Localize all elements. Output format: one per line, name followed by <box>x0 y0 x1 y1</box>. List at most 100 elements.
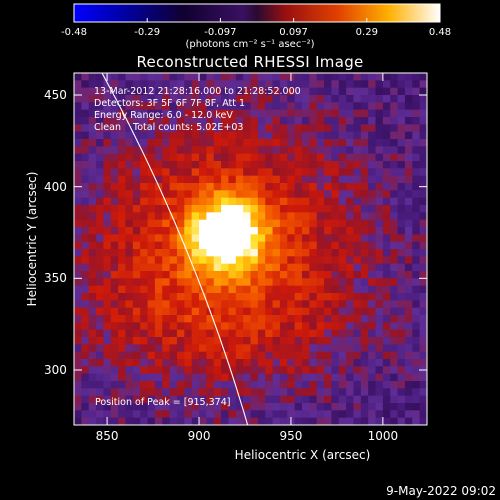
heatmap-cell <box>390 359 398 367</box>
heatmap-cell <box>279 205 288 213</box>
heatmap-cell <box>272 175 281 184</box>
heatmap-cell <box>309 190 318 199</box>
heatmap-cell <box>206 395 215 404</box>
heatmap-cell <box>118 102 126 111</box>
heatmap-cell <box>74 300 82 309</box>
heatmap-cell <box>404 285 413 294</box>
heatmap-cell <box>324 403 332 411</box>
heatmap-cell <box>140 102 148 111</box>
heatmap-cell <box>404 278 413 287</box>
heatmap-cell <box>88 337 97 345</box>
heatmap-cell <box>169 102 178 111</box>
heatmap-cell <box>338 388 347 397</box>
heatmap-cell <box>331 256 340 265</box>
heatmap-cell <box>228 263 237 272</box>
heatmap-cell <box>213 403 222 411</box>
heatmap-cell <box>382 161 391 169</box>
heatmap-cell <box>235 256 244 265</box>
heatmap-cell <box>404 263 413 272</box>
heatmap-cell <box>221 315 229 323</box>
heatmap-cell <box>360 256 369 265</box>
heatmap-cell <box>412 175 421 184</box>
heatmap-cell <box>221 329 229 338</box>
heatmap-cell <box>287 109 296 118</box>
heatmap-cell <box>235 271 244 279</box>
heatmap-cell <box>81 256 90 265</box>
heatmap-cell <box>360 219 369 228</box>
heatmap-cell <box>272 359 281 367</box>
heatmap-cell <box>228 109 237 118</box>
heatmap-cell <box>294 117 303 125</box>
heatmap-cell <box>176 212 185 221</box>
heatmap-cell <box>346 175 354 184</box>
heatmap-cell <box>279 153 288 162</box>
heatmap-cell <box>331 300 340 309</box>
heatmap-cell <box>272 373 281 382</box>
heatmap-cell <box>346 234 354 243</box>
heatmap-cell <box>118 249 126 257</box>
heatmap-cell <box>162 87 170 96</box>
heatmap-cell <box>213 168 222 177</box>
heatmap-cell <box>103 329 112 338</box>
heatmap-cell <box>154 293 163 301</box>
heatmap-cell <box>140 344 148 353</box>
heatmap-cell <box>390 322 398 331</box>
colorbar-tick-label: -0.097 <box>204 27 237 38</box>
heatmap-cell <box>162 307 170 316</box>
heatmap-cell <box>140 73 148 81</box>
heatmap-cell <box>199 241 207 250</box>
heatmap-cell <box>360 197 369 206</box>
heatmap-cell <box>382 117 391 125</box>
heatmap-cell <box>272 241 281 250</box>
heatmap-cell <box>279 241 288 250</box>
heatmap-cell <box>132 227 141 235</box>
heatmap-cell <box>243 337 251 345</box>
heatmap-cell <box>88 80 97 89</box>
heatmap-cell <box>338 139 347 147</box>
date-stamp: 9-May-2022 09:02 <box>386 484 496 498</box>
heatmap-cell <box>375 322 384 331</box>
heatmap-cell <box>147 366 156 375</box>
heatmap-cell <box>88 139 97 147</box>
heatmap-cell <box>221 146 229 155</box>
heatmap-cell <box>353 139 362 147</box>
heatmap-cell <box>360 212 369 221</box>
heatmap-cell <box>265 124 273 133</box>
heatmap-cell <box>243 351 251 360</box>
heatmap-cell <box>287 359 296 367</box>
heatmap-cell <box>382 271 391 279</box>
heatmap-cell <box>243 256 251 265</box>
heatmap-cell <box>316 219 325 228</box>
heatmap-cell <box>257 175 266 184</box>
heatmap-cell <box>324 329 332 338</box>
heatmap-cell <box>221 212 229 221</box>
heatmap-cell <box>346 285 354 294</box>
heatmap-cell <box>287 373 296 382</box>
heatmap-cell <box>140 410 148 419</box>
heatmap-cell <box>346 337 354 345</box>
heatmap-cell <box>213 190 222 199</box>
heatmap-cell <box>375 381 384 389</box>
heatmap-cell <box>221 388 229 397</box>
heatmap-cell <box>353 388 362 397</box>
heatmap-cell <box>228 219 237 228</box>
heatmap-cell <box>118 190 126 199</box>
heatmap-cell <box>412 388 421 397</box>
heatmap-cell <box>184 109 193 118</box>
heatmap-cell <box>88 293 97 301</box>
heatmap-cell <box>368 241 376 250</box>
heatmap-cell <box>382 95 391 103</box>
heatmap-cell <box>360 351 369 360</box>
heatmap-cell <box>301 278 310 287</box>
heatmap-cell <box>74 351 82 360</box>
heatmap-cell <box>294 234 303 243</box>
heatmap-cell <box>154 337 163 345</box>
heatmap-cell <box>301 403 310 411</box>
heatmap-cell <box>147 183 156 191</box>
heatmap-cell <box>419 161 427 169</box>
heatmap-cell <box>368 205 376 213</box>
heatmap-cell <box>228 344 237 353</box>
heatmap-cell <box>103 263 112 272</box>
heatmap-cell <box>324 307 332 316</box>
heatmap-cell <box>154 395 163 404</box>
